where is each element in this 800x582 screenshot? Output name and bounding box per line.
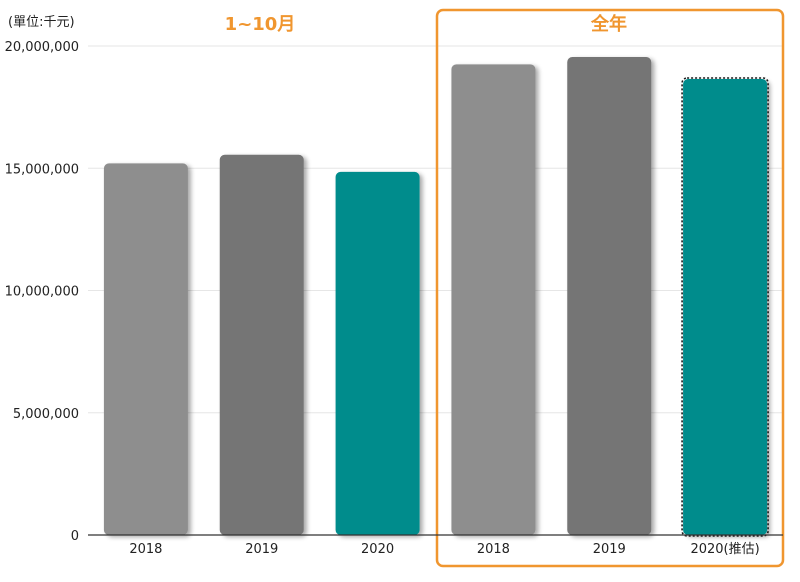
y-tick-label: 15,000,000 <box>5 162 79 177</box>
bar-2018 <box>103 163 188 536</box>
y-tick-label: 10,000,000 <box>5 285 79 300</box>
x-tick-label: 2018 <box>477 542 510 557</box>
bar-2019 <box>219 154 304 536</box>
bars <box>103 57 769 537</box>
bar-2020 <box>335 171 420 536</box>
y-axis-ticks: 0 5,000,000 10,000,000 15,000,000 20,000,000 <box>5 40 79 544</box>
x-tick-label: 2018 <box>129 542 162 557</box>
full-year-highlight-box <box>435 8 785 568</box>
bar-2018 <box>451 64 536 536</box>
x-tick-label: 2020 <box>361 542 394 557</box>
x-tick-label: 2019 <box>593 542 626 557</box>
bar-2019 <box>567 57 652 535</box>
estimate-outline <box>681 77 769 537</box>
y-tick-label: 20,000,000 <box>5 40 79 55</box>
bar-2020(推估) <box>683 79 768 535</box>
y-tick-label: 5,000,000 <box>13 407 79 422</box>
unit-label: (單位:千元) <box>8 15 75 30</box>
x-tick-label: 2019 <box>245 542 278 557</box>
x-axis-ticks: 2018 2019 2020 2018 2019 2020(推估) <box>129 542 759 557</box>
x-tick-label: 2020(推估) <box>690 542 759 557</box>
gridlines <box>88 45 783 414</box>
group-label-full-year: 全年 <box>590 13 627 35</box>
y-tick-label: 0 <box>71 529 79 544</box>
group-label-jan-oct: 1~10月 <box>225 14 296 35</box>
